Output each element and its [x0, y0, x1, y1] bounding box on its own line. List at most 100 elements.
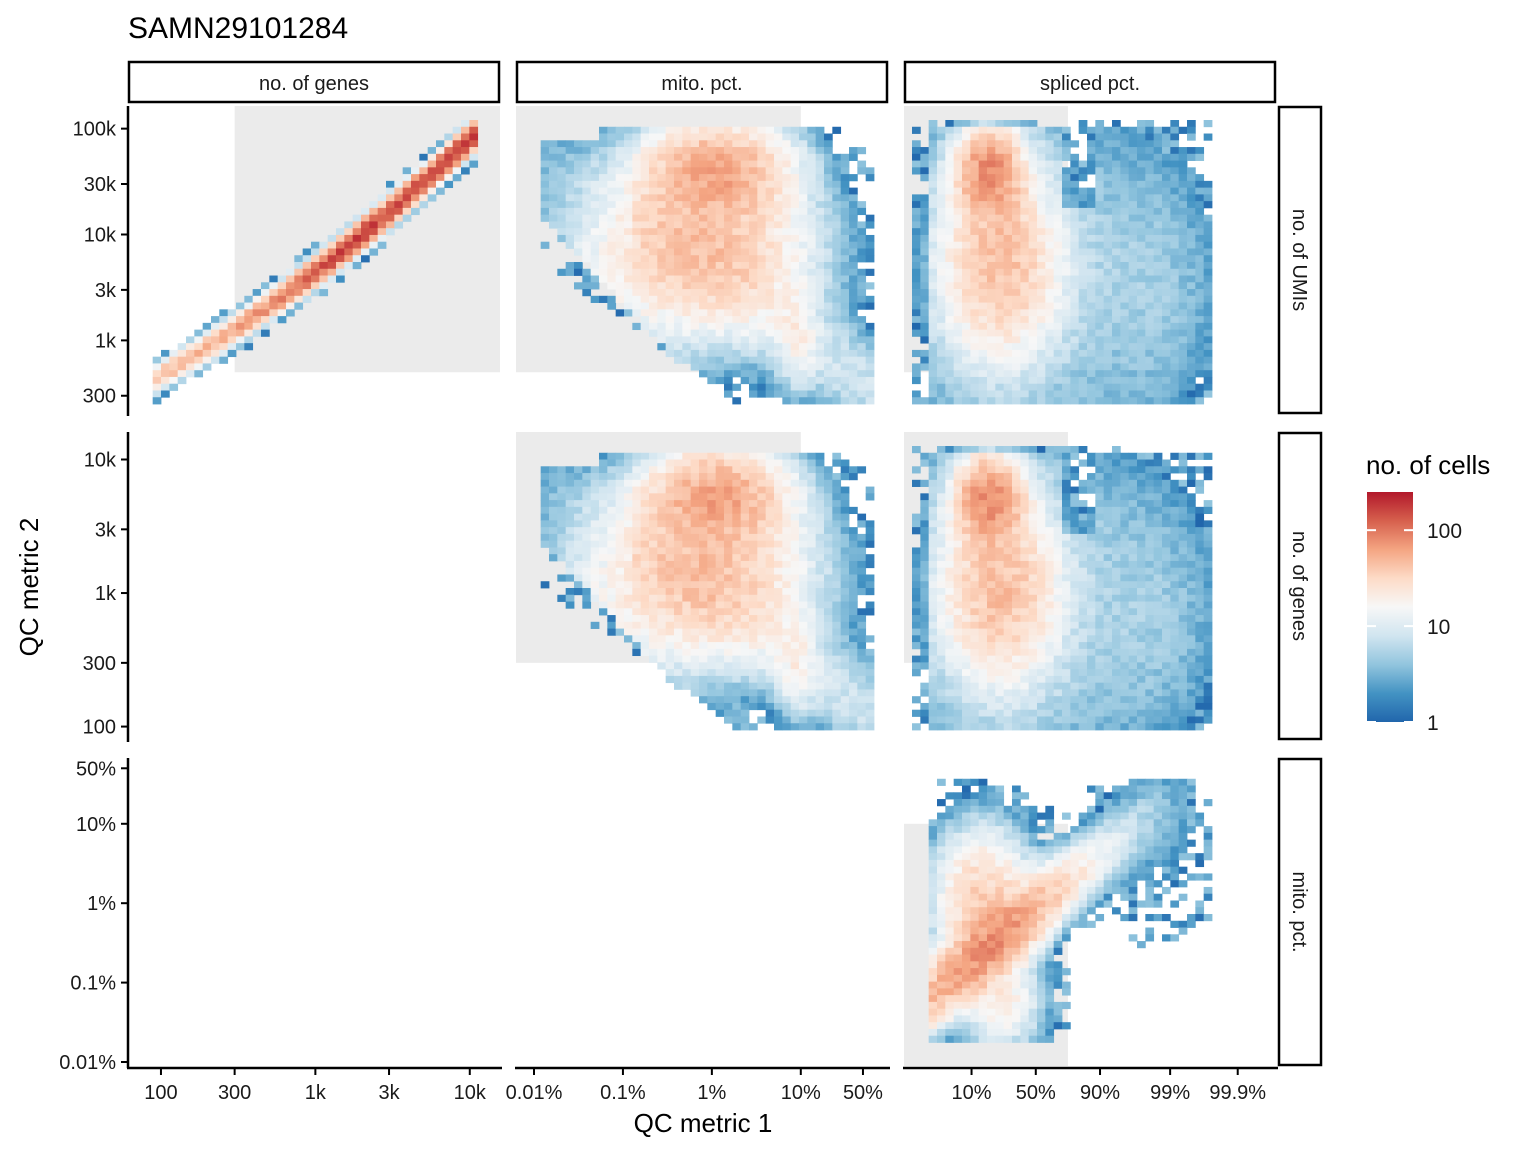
heatmap-cell [549, 221, 558, 229]
heatmap-cell [937, 397, 946, 405]
heatmap-cell [995, 126, 1005, 134]
heatmap-cell [782, 466, 792, 474]
heatmap-cell [740, 648, 750, 657]
heatmap-cell [774, 696, 783, 704]
heatmap-cell [1120, 329, 1130, 337]
heatmap-cell [699, 581, 708, 589]
heatmap-cell [832, 221, 842, 229]
heatmap-cell [782, 140, 792, 148]
heatmap-cell [765, 302, 775, 310]
heatmap-cell [724, 533, 733, 542]
heatmap-cell [782, 716, 792, 724]
heatmap-cell [799, 126, 808, 134]
heatmap-cell [807, 207, 817, 216]
heatmap-cell [995, 194, 1005, 202]
heatmap-cell [757, 262, 767, 270]
heatmap-cell [1145, 289, 1155, 297]
heatmap-cell [920, 329, 930, 337]
heatmap-cell [740, 167, 750, 175]
heatmap-cell [724, 174, 733, 182]
heatmap-cell [574, 140, 583, 148]
heatmap-cell [590, 621, 600, 629]
heatmap-cell [1012, 120, 1021, 128]
heatmap-cell [1103, 309, 1113, 317]
heatmap-cell [782, 533, 792, 542]
heatmap-cell [599, 147, 608, 155]
heatmap-cell [565, 153, 575, 161]
heatmap-cell [920, 214, 930, 222]
heatmap-cell [624, 560, 633, 569]
heatmap-cell [394, 194, 404, 202]
heatmap-cell [682, 295, 692, 303]
heatmap-cell [161, 390, 170, 398]
heatmap-cell [1020, 459, 1030, 467]
heatmap-cell [690, 147, 700, 155]
heatmap-cell [928, 147, 938, 155]
heatmap-cell [995, 370, 1005, 378]
heatmap-cell [707, 147, 717, 155]
heatmap-cell [402, 187, 412, 195]
heatmap-cell [987, 452, 996, 460]
heatmap-cell [599, 588, 608, 596]
heatmap-cell [565, 473, 575, 481]
heatmap-cell [690, 329, 700, 337]
heatmap-cell [740, 675, 750, 684]
heatmap-cell [690, 506, 700, 515]
heatmap-cell [1045, 180, 1055, 189]
heatmap-cell [865, 295, 875, 303]
heatmap-cell [815, 479, 825, 487]
heatmap-cell [632, 180, 642, 189]
heatmap-cell [1062, 187, 1071, 195]
heatmap-cell [1170, 214, 1180, 222]
heatmap-cell [1053, 349, 1063, 358]
heatmap-cell [690, 588, 700, 596]
heatmap-cell [840, 601, 850, 609]
heatmap-cell [1028, 459, 1038, 467]
heatmap-cell [557, 201, 567, 209]
heatmap-cell [607, 452, 617, 460]
heatmap-cell [749, 554, 758, 562]
heatmap-cell [937, 255, 946, 263]
heatmap-cell [912, 446, 921, 454]
heatmap-cell [749, 723, 758, 731]
heatmap-cell [1020, 527, 1030, 535]
heatmap-cell [995, 376, 1005, 385]
heatmap-cell [945, 322, 955, 331]
heatmap-cell [1003, 234, 1013, 243]
heatmap-cell [1020, 349, 1030, 358]
heatmap-cell [978, 120, 988, 128]
heatmap-cell [962, 452, 971, 460]
heatmap-cell [790, 473, 800, 481]
heatmap-cell [807, 316, 817, 324]
heatmap-cell [707, 289, 717, 297]
heatmap-cell [1003, 493, 1013, 501]
heatmap-cell [970, 262, 980, 270]
heatmap-cell [699, 648, 708, 657]
heatmap-cell [937, 289, 946, 297]
heatmap-cell [832, 370, 842, 378]
heatmap-cell [953, 628, 963, 636]
heatmap-cell [987, 696, 996, 704]
heatmap-cell [1012, 500, 1021, 508]
heatmap-cell [1128, 289, 1138, 297]
heatmap-cell [565, 500, 575, 508]
heatmap-cell [632, 295, 642, 303]
heatmap-cell [624, 160, 633, 168]
heatmap-cell [953, 126, 963, 134]
heatmap-cell [1037, 540, 1046, 548]
heatmap-cell [590, 207, 600, 216]
heatmap-cell [953, 527, 963, 535]
heatmap-cell [715, 560, 725, 569]
heatmap-cell [920, 234, 930, 243]
heatmap-cell [757, 228, 767, 236]
heatmap-cell [865, 554, 875, 562]
heatmap-cell [757, 174, 767, 182]
heatmap-cell [807, 343, 817, 351]
heatmap-cell [211, 329, 220, 337]
heatmap-cell [682, 601, 692, 609]
heatmap-cell [970, 255, 980, 263]
heatmap-cell [649, 147, 658, 155]
heatmap-cell [336, 228, 345, 236]
heatmap-cell [624, 567, 633, 575]
heatmap-cell [987, 628, 996, 636]
